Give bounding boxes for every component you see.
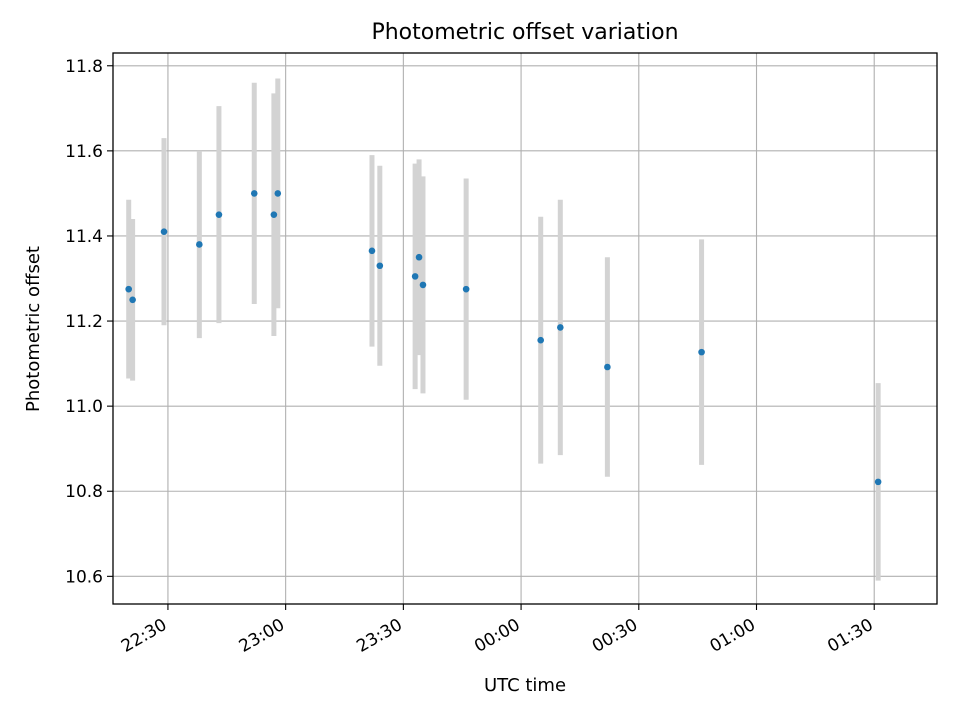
data-point: [698, 348, 705, 356]
x-tick-label: 22:30: [118, 615, 170, 657]
y-tick-label: 10.8: [65, 482, 103, 502]
data-point: [196, 241, 203, 248]
y-axis-label: Photometric offset: [23, 246, 44, 412]
x-tick-label: 00:00: [471, 615, 523, 657]
data-point: [419, 281, 427, 289]
data-point: [415, 253, 423, 261]
y-axis-ticks: 10.6 10.8 11.0 11.2 11.4 11.6 11.8: [65, 57, 113, 587]
data-point: [125, 285, 132, 293]
data-point: [250, 190, 258, 197]
y-tick-label: 11.6: [65, 142, 103, 162]
data-point: [411, 273, 419, 280]
y-tick-label: 11.0: [65, 397, 103, 417]
data-point: [557, 324, 564, 331]
data-point: [274, 190, 282, 197]
data-point: [537, 336, 544, 344]
data-point: [462, 285, 470, 293]
plot-frame: [112, 52, 938, 605]
data-point: [604, 363, 611, 371]
x-tick-label: 01:30: [824, 615, 876, 657]
x-tick-label: 00:30: [589, 615, 641, 657]
x-tick-label: 23:00: [236, 615, 288, 657]
y-tick-label: 11.2: [65, 312, 103, 332]
data-point: [270, 211, 278, 218]
x-axis-ticks: 22:30 23:00 23:30 00:00 00:30 01:00 01:30: [118, 604, 877, 657]
y-tick-label: 11.8: [65, 57, 103, 77]
x-tick-label: 01:00: [707, 615, 759, 657]
y-tick-label: 10.6: [65, 567, 103, 587]
data-point: [874, 478, 882, 486]
chart-title: Photometric offset variation: [371, 20, 678, 45]
data-point: [368, 247, 376, 255]
data-points: [125, 190, 882, 486]
x-axis-label: UTC time: [484, 675, 566, 696]
data-point: [129, 296, 136, 304]
errorbars: [126, 78, 881, 581]
grid: [113, 53, 937, 604]
y-tick-label: 11.4: [65, 227, 103, 247]
data-point: [160, 228, 168, 236]
x-tick-label: 23:30: [353, 615, 405, 657]
data-point: [215, 211, 223, 218]
data-point: [376, 262, 384, 270]
